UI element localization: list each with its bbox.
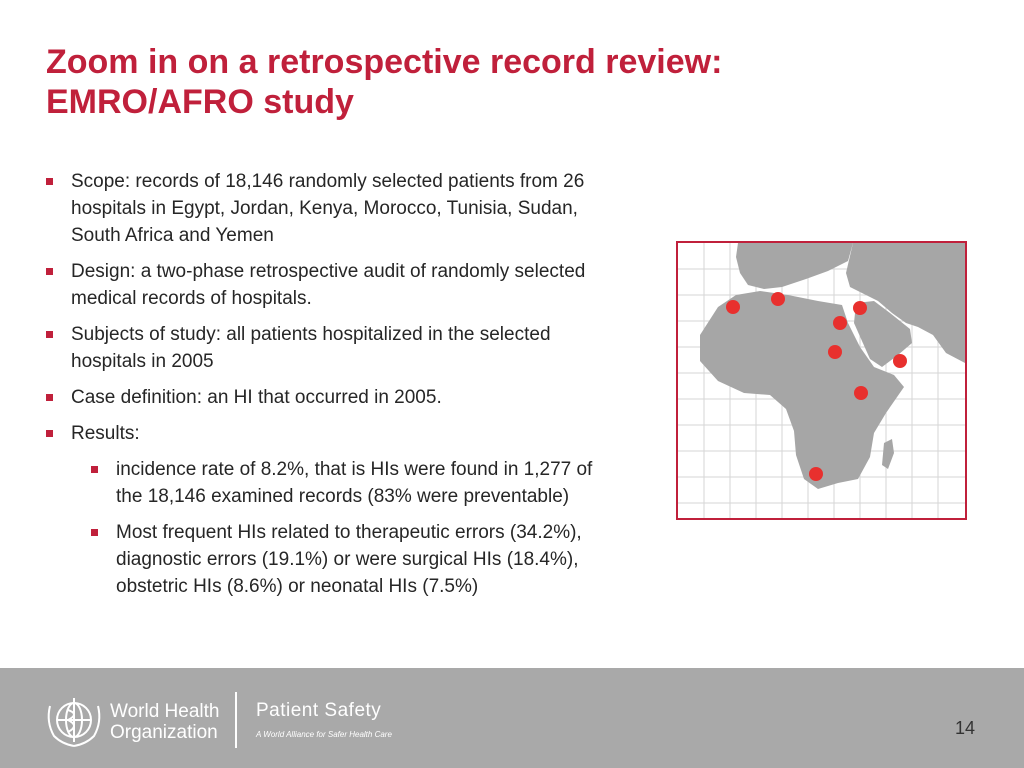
bullet-text: Scope: records of 18,146 randomly select… [71,171,585,246]
bullet-item-scope: Scope: records of 18,146 randomly select… [44,168,624,249]
sub-bullet-item-frequent: Most frequent HIs related to therapeutic… [89,519,624,600]
europe-landmass [736,243,853,289]
org-name-line-2: Organization [110,722,218,743]
bullet-text: Subjects of study: all patients hospital… [71,324,551,372]
title-line-1: Zoom in on a retrospective record review… [46,43,723,81]
study-map [676,241,967,520]
study-site-marker [854,386,868,400]
africa-landmass [700,291,904,489]
madagascar [882,439,894,469]
patient-safety-title: Patient Safety [256,700,382,721]
footer-divider [235,692,237,748]
study-site-marker [833,316,847,330]
square-bullet-icon [46,268,53,275]
study-site-marker [771,292,785,306]
study-site-marker [853,301,867,315]
bullet-content: Scope: records of 18,146 randomly select… [44,168,624,609]
arabian-peninsula [854,301,912,367]
square-bullet-icon [46,331,53,338]
study-site-marker [809,467,823,481]
title-line-2: EMRO/AFRO study [46,83,354,121]
slide-title: Zoom in on a retrospective record review… [46,42,946,122]
who-emblem-icon [47,698,101,747]
square-bullet-icon [91,466,98,473]
africa-middle-east-map [678,243,965,518]
study-site-marker [726,300,740,314]
study-site-markers [726,292,907,481]
bullet-item-subjects: Subjects of study: all patients hospital… [44,321,624,375]
bullet-list: Scope: records of 18,146 randomly select… [44,168,624,600]
square-bullet-icon [46,178,53,185]
square-bullet-icon [91,529,98,536]
sub-bullet-text: incidence rate of 8.2%, that is HIs were… [116,459,593,507]
page-number: 14 [955,718,976,738]
bullet-item-case-definition: Case definition: an HI that occurred in … [44,384,624,411]
sub-bullet-text: Most frequent HIs related to therapeutic… [116,522,582,597]
asia-landmass [846,243,965,363]
bullet-text: Case definition: an HI that occurred in … [71,387,442,408]
square-bullet-icon [46,394,53,401]
sub-bullet-item-incidence: incidence rate of 8.2%, that is HIs were… [89,456,624,510]
bullet-item-results: Results: [44,420,624,447]
bullet-text: Design: a two-phase retrospective audit … [71,261,586,309]
land-masses [700,243,965,489]
who-wordmark: World Health Organization [110,701,219,743]
bullet-text: Results: [71,423,140,444]
study-site-marker [828,345,842,359]
patient-safety-subtitle: A World Alliance for Safer Health Care [256,730,392,739]
bullet-item-design: Design: a two-phase retrospective audit … [44,258,624,312]
square-bullet-icon [46,430,53,437]
study-site-marker [893,354,907,368]
footer-bar: World Health Organization Patient Safety… [0,668,1024,768]
org-name-line-1: World Health [110,701,220,722]
